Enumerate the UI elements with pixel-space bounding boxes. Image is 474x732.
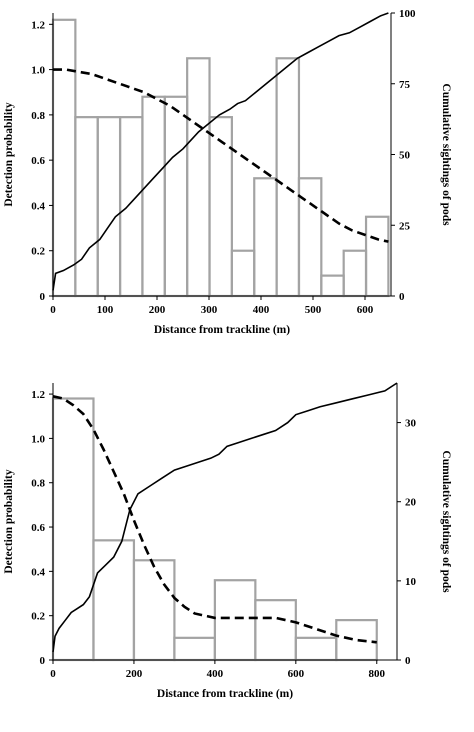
y-tick-label: 0.8 <box>31 478 45 490</box>
histogram-bar <box>173 636 216 662</box>
y-tick-label: 1.0 <box>31 65 45 77</box>
histogram-bar <box>208 116 233 298</box>
x-tick-label: 800 <box>369 668 386 680</box>
x-tick-label: 200 <box>126 668 143 680</box>
y-axis-label: Detection probability <box>3 469 15 573</box>
x-tick-label: 600 <box>357 304 374 316</box>
y2-tick-label: 75 <box>399 79 411 91</box>
y-tick-label: 0.6 <box>31 522 45 534</box>
y-tick-label: 1.2 <box>31 389 45 401</box>
histogram-bar <box>253 177 278 298</box>
x-axis-label: Distance from trackline (m) <box>154 324 290 336</box>
histogram-bar <box>275 57 301 298</box>
x-tick-label: 600 <box>288 668 305 680</box>
histogram-bar <box>51 18 77 298</box>
histogram-bar <box>96 116 122 298</box>
y2-axis-label: Cumulative sightings of pods <box>440 450 452 593</box>
chart-top: 0 100 200 300 400 500 600 0 0.2 0.4 0.6 0.8 1.0 1.2 0 2… <box>3 8 452 336</box>
y-axis-label: Detection probability <box>3 102 15 206</box>
y2-tick-label: 100 <box>399 8 416 20</box>
histogram-bar <box>118 116 144 298</box>
x-tick-label: 400 <box>253 304 270 316</box>
detection-function-line <box>52 395 377 644</box>
x-tick-label: 100 <box>97 304 114 316</box>
y-tick-label: 0.4 <box>31 200 45 212</box>
y-tick-label: 1.0 <box>31 433 45 445</box>
histogram-bar <box>132 559 176 662</box>
y2-tick-label: 20 <box>405 497 417 509</box>
detection-function-line <box>53 68 389 243</box>
x-tick-label: 0 <box>50 668 56 680</box>
x-tick-label: 200 <box>149 304 166 316</box>
y-tick-label: 0.6 <box>31 155 45 167</box>
histogram-bar <box>342 249 368 298</box>
histogram-bar <box>186 57 211 298</box>
cumulative-sightings-line <box>52 382 398 653</box>
y-tick-label: 0.4 <box>31 566 45 578</box>
y2-tick-label: 30 <box>405 418 417 430</box>
x-axis-label: Distance from trackline (m) <box>157 688 293 700</box>
histogram-bar <box>74 116 99 298</box>
y2-tick-label: 25 <box>399 220 411 232</box>
x-tick-label: 0 <box>50 304 56 316</box>
histogram-bar <box>51 397 95 662</box>
x-tick-label: 500 <box>305 304 322 316</box>
y-tick-label: 1.2 <box>31 19 45 31</box>
histogram-bar <box>92 539 136 662</box>
y2-tick-label: 0 <box>405 655 411 667</box>
cumulative-sightings-line <box>52 12 389 291</box>
histogram-bar <box>141 95 166 298</box>
histogram-bar <box>335 619 378 662</box>
y2-tick-label: 0 <box>399 291 405 303</box>
histogram-bar <box>320 274 345 298</box>
y2-axis-label: Cumulative sightings of pods <box>440 83 452 226</box>
y2-tick-label: 50 <box>399 150 411 162</box>
y-tick-label: 0.8 <box>31 110 45 122</box>
y2-tick-label: 10 <box>405 576 417 588</box>
histogram-bar <box>254 599 297 662</box>
y-tick-label: 0 <box>40 291 46 303</box>
y-tick-label: 0.2 <box>31 611 45 623</box>
histogram-bar <box>213 579 257 662</box>
y-tick-label: 0.2 <box>31 246 45 258</box>
histogram-bar <box>294 636 338 662</box>
histogram-bar <box>297 177 323 298</box>
histogram-bar <box>163 95 189 298</box>
x-tick-label: 400 <box>207 668 224 680</box>
x-tick-label: 300 <box>201 304 218 316</box>
histogram-bar <box>230 249 256 298</box>
histogram-bar <box>364 215 390 298</box>
y-tick-label: 0 <box>40 655 46 667</box>
chart-bottom: 0 200 400 600 800 0 0.2 0.4 0.6 0.8 1.0 1.2 0 10 20 30 D… <box>3 382 452 700</box>
